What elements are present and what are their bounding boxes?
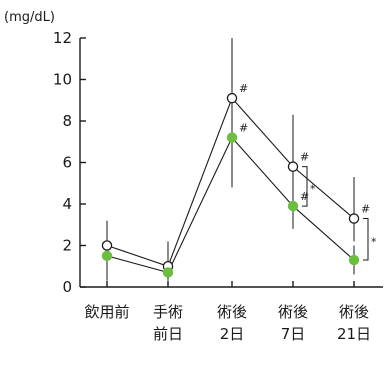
y-tick-label: 8 [62, 112, 72, 130]
y-tick-label: 0 [62, 278, 72, 296]
data-points [101, 92, 360, 278]
data-point-filled [226, 132, 238, 143]
series-line [106, 97, 355, 267]
data-point-filled [287, 200, 299, 212]
x-tick-label: 7日 [281, 325, 306, 343]
x-tick-label: 2日 [220, 325, 245, 343]
significance-marker: # [239, 82, 248, 95]
series-lines [106, 97, 355, 274]
data-point-open [348, 213, 360, 224]
x-tick-label: 21日 [337, 325, 371, 343]
series-line [106, 136, 355, 274]
x-tick-label: 飲用前 [84, 303, 129, 321]
x-tick-label: 術後 [217, 303, 247, 321]
data-point-open [226, 92, 238, 104]
significance-bracket [363, 218, 369, 261]
y-tick-label: 12 [53, 29, 72, 47]
significance-marker: # [300, 190, 309, 203]
bracket-label: * [371, 235, 377, 248]
y-tick-label: 10 [53, 71, 72, 89]
significance-bracket [302, 166, 308, 207]
y-tick-label: 2 [62, 237, 72, 255]
annotations: #####** [239, 82, 377, 261]
y-tick-label: 6 [62, 154, 72, 172]
y-tick-label: 4 [62, 195, 72, 213]
y-axis-label: (mg/dL) [4, 10, 55, 25]
error-bars [106, 38, 355, 281]
data-point-open [287, 161, 299, 172]
data-point-filled [348, 254, 360, 266]
data-point-open [101, 240, 113, 251]
x-tick-label: 術後 [278, 303, 308, 321]
significance-marker: # [239, 122, 248, 135]
significance-marker: # [300, 151, 309, 164]
data-point-filled [101, 250, 113, 262]
x-tick-label: 前日 [153, 325, 183, 343]
bracket-label: * [310, 182, 316, 195]
data-point-filled [162, 267, 174, 278]
x-tick-label: 術後 [339, 303, 369, 321]
significance-marker: # [361, 203, 370, 216]
x-tick-label: 手術 [153, 303, 183, 321]
